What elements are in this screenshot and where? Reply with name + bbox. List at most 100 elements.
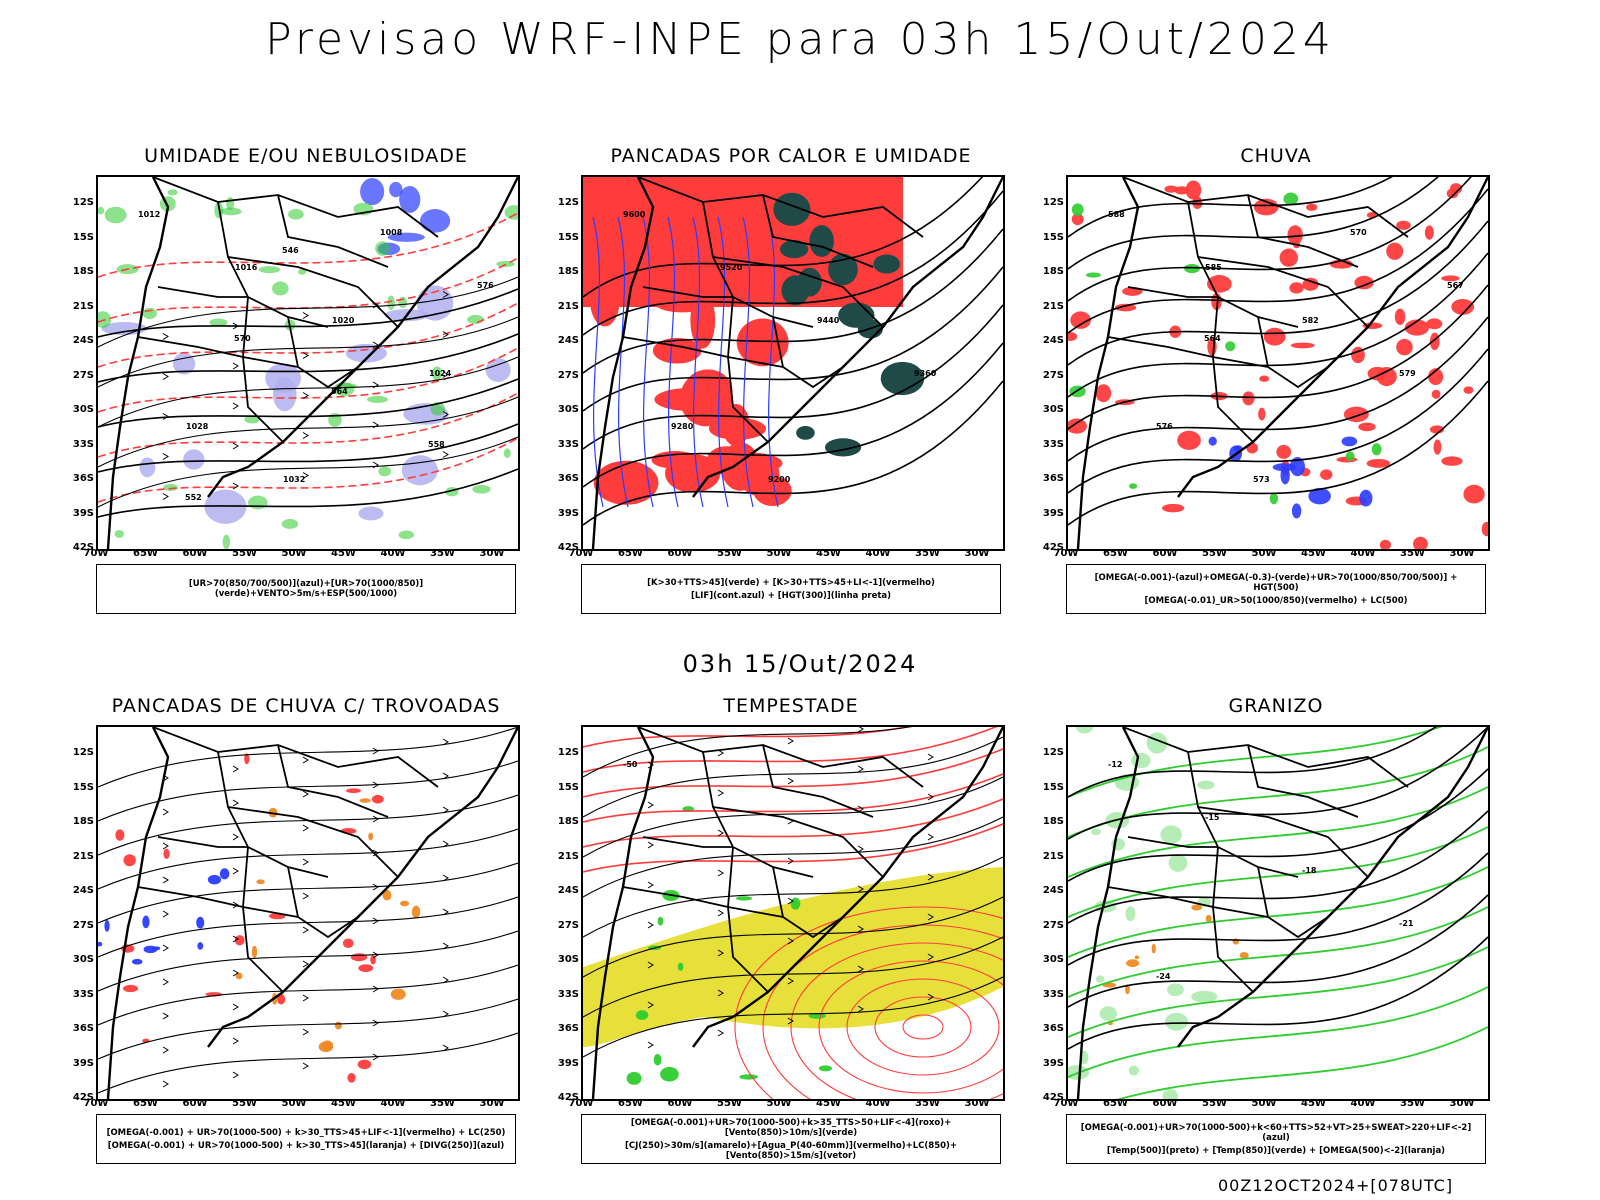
field-area <box>690 291 716 349</box>
field-area <box>1394 308 1406 326</box>
contour-line <box>1068 316 1488 462</box>
longitude-label: 70W <box>1053 1098 1079 1109</box>
contour-line <box>1068 946 1488 1038</box>
map-svg: 9600 9520 9440 9360 9280 9200 <box>583 177 1003 549</box>
latitude-label: 12S <box>557 197 579 208</box>
flow-arrow <box>442 874 449 882</box>
latitude-label: 33S <box>557 438 579 450</box>
contour-label: 564 <box>1204 334 1221 343</box>
latitude-label: 42S <box>1042 1092 1064 1103</box>
flow-arrow <box>232 867 239 875</box>
field-area <box>256 879 265 885</box>
contour-label: 1028 <box>186 422 209 431</box>
flow-arrow <box>162 1046 169 1054</box>
state-border <box>277 194 389 268</box>
longitude-label: 50W <box>281 1098 307 1109</box>
latitude-label: 36S <box>557 473 579 484</box>
field-area <box>1174 186 1189 195</box>
latitude-label: 33S <box>1042 438 1064 450</box>
state-border <box>242 846 284 993</box>
streamline <box>583 976 1003 1058</box>
streamline <box>98 862 518 924</box>
contour-label: -12 <box>1108 760 1122 769</box>
field-area <box>1320 469 1333 480</box>
flow-arrow <box>442 451 449 458</box>
streamline <box>98 828 518 890</box>
field-area <box>183 449 205 470</box>
latitude-label: 27S <box>1042 919 1064 931</box>
flow-arrow <box>162 333 169 340</box>
flow-arrow <box>162 1012 169 1020</box>
contour-label: 9520 <box>720 263 743 272</box>
latitude-label: 15S <box>557 781 579 793</box>
contour-line <box>98 378 518 428</box>
state-border <box>152 727 439 788</box>
state-border <box>242 906 299 918</box>
latitude-label: 18S <box>557 816 579 827</box>
field-area <box>1354 275 1374 290</box>
flow-arrow <box>302 312 309 319</box>
field-area <box>1433 439 1442 455</box>
latitude-label: 30S <box>1042 404 1064 415</box>
longitude-label: 60W <box>1152 1098 1178 1109</box>
field-area <box>1128 1065 1140 1076</box>
field-area <box>142 915 150 929</box>
longitude-label: 35W <box>430 1098 455 1109</box>
longitude-label: 55W <box>232 1098 257 1109</box>
longitude-label: 65W <box>1103 1098 1128 1109</box>
contour-label: -50 <box>623 760 638 769</box>
contour-line <box>583 304 1003 450</box>
streamline <box>583 816 1003 898</box>
field-area <box>472 484 491 494</box>
flow-arrow <box>787 937 794 945</box>
field-area <box>1068 332 1078 341</box>
contour-label: 9440 <box>817 316 840 325</box>
panel-legend: [OMEGA(-0.001)+UR>70(1000-500)+k<60+TTS>… <box>1066 1114 1486 1164</box>
map-svg: 588 585 582 579 576 573 570 567 564 <box>1068 177 1488 549</box>
streamline <box>583 727 912 778</box>
field-area <box>1441 456 1463 466</box>
latitude-label: 30S <box>72 404 94 415</box>
field-area <box>1276 444 1292 459</box>
field-area <box>219 868 230 880</box>
latitude-label: 27S <box>72 369 94 381</box>
state-border <box>772 316 844 389</box>
contour-line <box>583 773 1003 823</box>
field-area <box>797 267 822 297</box>
field-area <box>360 178 385 206</box>
panel-tempestade: TEMPESTADE -50 12S 15S 18S 21S 24S 27S 30S 33S 36S… <box>551 695 1031 1165</box>
contour-line <box>1068 852 1488 966</box>
lif-contour <box>717 216 729 508</box>
contour-label: 1024 <box>429 369 452 378</box>
latitude-label: 21S <box>1042 300 1064 312</box>
longitude-label: 45W <box>816 548 841 559</box>
field-area <box>378 466 392 477</box>
field-area <box>115 829 125 841</box>
panel-legend: [OMEGA(-0.001) + UR>70(1000-500) + k>30_… <box>96 1114 516 1164</box>
longitude-label: 45W <box>331 1098 356 1109</box>
latitude-label: 33S <box>1042 988 1064 1000</box>
contour-line <box>1116 1026 1488 1099</box>
contour-label: 9360 <box>914 369 937 378</box>
latitude-label: 15S <box>72 781 94 793</box>
field-area <box>583 177 903 307</box>
field-area <box>1071 203 1084 216</box>
flow-arrow <box>302 1062 309 1070</box>
field-area <box>1481 521 1488 537</box>
latitude-label: 15S <box>1042 231 1064 243</box>
flow-arrow <box>232 969 239 977</box>
longitude-label: 30W <box>964 548 990 559</box>
flow-arrow <box>162 910 169 918</box>
latitude-label: 24S <box>72 335 94 346</box>
longitude-label: 50W <box>766 548 792 559</box>
legend-line: [OMEGA(-0.001)+UR>70(1000-500)+k<60+TTS>… <box>1080 1122 1472 1143</box>
longitude-label: 40W <box>1350 548 1376 559</box>
state-border <box>762 744 874 818</box>
contour-label: 9280 <box>671 422 694 431</box>
field-area <box>197 942 204 950</box>
field-area <box>139 457 156 478</box>
flow-arrow <box>372 341 379 349</box>
contour-line <box>583 727 998 773</box>
field-area <box>122 984 139 993</box>
map-svg: -50 <box>583 727 1003 1099</box>
